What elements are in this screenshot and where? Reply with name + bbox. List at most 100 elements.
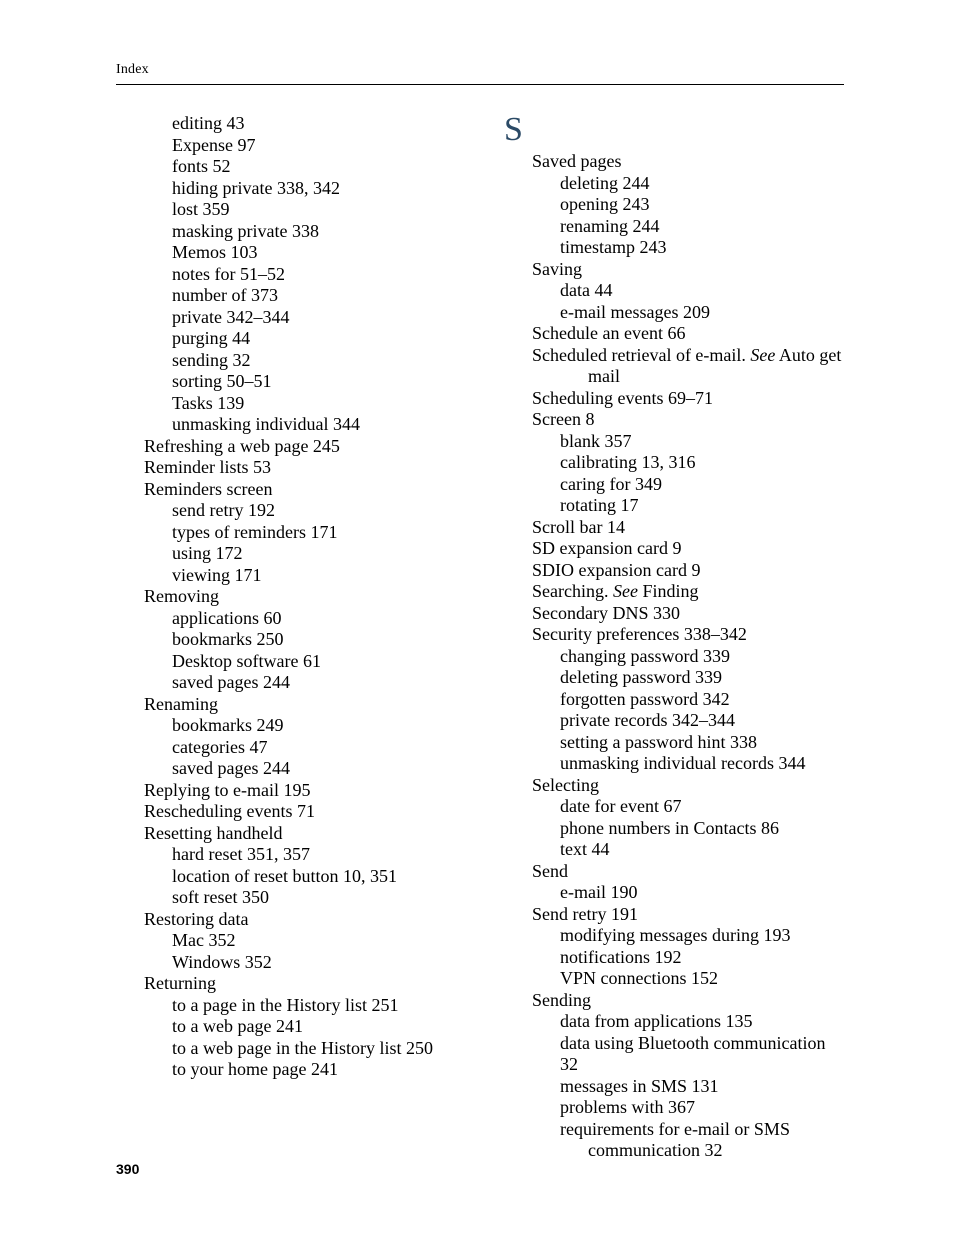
header-rule bbox=[116, 84, 844, 85]
index-entry: masking private 338 bbox=[116, 221, 456, 243]
index-entry: categories 47 bbox=[116, 737, 456, 759]
index-entry: calibrating 13, 316 bbox=[504, 452, 844, 474]
index-entry: purging 44 bbox=[116, 328, 456, 350]
index-entry: Reminders screen bbox=[116, 479, 456, 501]
index-column-left: editing 43Expense 97fonts 52hiding priva… bbox=[116, 113, 456, 1162]
index-entry: deleting password 339 bbox=[504, 667, 844, 689]
index-entry: Mac 352 bbox=[116, 930, 456, 952]
index-entry: Send bbox=[504, 861, 844, 883]
index-entry: applications 60 bbox=[116, 608, 456, 630]
index-entry: changing password 339 bbox=[504, 646, 844, 668]
index-entry: text 44 bbox=[504, 839, 844, 861]
index-entry: hiding private 338, 342 bbox=[116, 178, 456, 200]
index-entry: lost 359 bbox=[116, 199, 456, 221]
index-entry: unmasking individual 344 bbox=[116, 414, 456, 436]
index-entry: Windows 352 bbox=[116, 952, 456, 974]
index-column-right: S Saved pagesdeleting 244opening 243rena… bbox=[504, 113, 844, 1162]
section-letter-s: S bbox=[504, 113, 844, 147]
index-entry: Selecting bbox=[504, 775, 844, 797]
index-entry: VPN connections 152 bbox=[504, 968, 844, 990]
index-entry: Saved pages bbox=[504, 151, 844, 173]
index-entry: private records 342–344 bbox=[504, 710, 844, 732]
index-entry: editing 43 bbox=[116, 113, 456, 135]
index-entry: Scheduling events 69–71 bbox=[504, 388, 844, 410]
index-entry: hard reset 351, 357 bbox=[116, 844, 456, 866]
index-entry: Secondary DNS 330 bbox=[504, 603, 844, 625]
index-entry: opening 243 bbox=[504, 194, 844, 216]
index-entry: number of 373 bbox=[116, 285, 456, 307]
index-entry-run: See bbox=[613, 581, 638, 601]
index-entry: location of reset button 10, 351 bbox=[116, 866, 456, 888]
index-entry-run: See bbox=[750, 345, 775, 365]
index-entry: problems with 367 bbox=[504, 1097, 844, 1119]
index-entry: Scroll bar 14 bbox=[504, 517, 844, 539]
index-entry: using 172 bbox=[116, 543, 456, 565]
index-entry: Security preferences 338–342 bbox=[504, 624, 844, 646]
page-number: 390 bbox=[116, 1161, 139, 1177]
index-entry: Reminder lists 53 bbox=[116, 457, 456, 479]
index-columns: editing 43Expense 97fonts 52hiding priva… bbox=[116, 113, 844, 1162]
index-entry: deleting 244 bbox=[504, 173, 844, 195]
index-entry: soft reset 350 bbox=[116, 887, 456, 909]
index-entry: notes for 51–52 bbox=[116, 264, 456, 286]
index-entry: communication 32 bbox=[504, 1140, 844, 1162]
index-entry: Expense 97 bbox=[116, 135, 456, 157]
index-entry: Saving bbox=[504, 259, 844, 281]
index-entry: saved pages 244 bbox=[116, 758, 456, 780]
index-entry: Returning bbox=[116, 973, 456, 995]
index-entry: Scheduled retrieval of e-mail. See Auto … bbox=[504, 345, 844, 367]
index-entry: sorting 50–51 bbox=[116, 371, 456, 393]
index-entry: data 44 bbox=[504, 280, 844, 302]
index-entry: unmasking individual records 344 bbox=[504, 753, 844, 775]
index-entry: Send retry 191 bbox=[504, 904, 844, 926]
index-entry: to a web page in the History list 250 bbox=[116, 1038, 456, 1060]
index-entry: Removing bbox=[116, 586, 456, 608]
index-entry: notifications 192 bbox=[504, 947, 844, 969]
index-entry-run: Searching. bbox=[532, 581, 613, 601]
index-entry: Sending bbox=[504, 990, 844, 1012]
index-entry: viewing 171 bbox=[116, 565, 456, 587]
index-entry: fonts 52 bbox=[116, 156, 456, 178]
index-entry: blank 357 bbox=[504, 431, 844, 453]
index-entry: caring for 349 bbox=[504, 474, 844, 496]
index-entry: Rescheduling events 71 bbox=[116, 801, 456, 823]
index-entry: Replying to e-mail 195 bbox=[116, 780, 456, 802]
index-entry: sending 32 bbox=[116, 350, 456, 372]
index-entry: setting a password hint 338 bbox=[504, 732, 844, 754]
index-entry: to a page in the History list 251 bbox=[116, 995, 456, 1017]
index-entry: Searching. See Finding bbox=[504, 581, 844, 603]
index-entry: private 342–344 bbox=[116, 307, 456, 329]
index-entry: messages in SMS 131 bbox=[504, 1076, 844, 1098]
index-entry: bookmarks 250 bbox=[116, 629, 456, 651]
index-entry: modifying messages during 193 bbox=[504, 925, 844, 947]
index-entry: renaming 244 bbox=[504, 216, 844, 238]
index-entry: Schedule an event 66 bbox=[504, 323, 844, 345]
index-entry: phone numbers in Contacts 86 bbox=[504, 818, 844, 840]
index-entry: rotating 17 bbox=[504, 495, 844, 517]
index-entry: data from applications 135 bbox=[504, 1011, 844, 1033]
index-entry: Memos 103 bbox=[116, 242, 456, 264]
index-entry: Renaming bbox=[116, 694, 456, 716]
index-entry: saved pages 244 bbox=[116, 672, 456, 694]
index-entry: send retry 192 bbox=[116, 500, 456, 522]
index-entry: bookmarks 249 bbox=[116, 715, 456, 737]
index-entry: e-mail messages 209 bbox=[504, 302, 844, 324]
index-entry-run: Auto get bbox=[775, 345, 841, 365]
index-entry: timestamp 243 bbox=[504, 237, 844, 259]
index-entry: requirements for e-mail or SMS bbox=[504, 1119, 844, 1141]
index-entry: Screen 8 bbox=[504, 409, 844, 431]
index-entry-run: Scheduled retrieval of e-mail. bbox=[532, 345, 750, 365]
index-entry: Resetting handheld bbox=[116, 823, 456, 845]
index-entry: to your home page 241 bbox=[116, 1059, 456, 1081]
index-entry: SDIO expansion card 9 bbox=[504, 560, 844, 582]
index-entry: types of reminders 171 bbox=[116, 522, 456, 544]
index-entry: Desktop software 61 bbox=[116, 651, 456, 673]
index-entry: to a web page 241 bbox=[116, 1016, 456, 1038]
index-entry: mail bbox=[504, 366, 844, 388]
index-entry: Tasks 139 bbox=[116, 393, 456, 415]
index-entry-run: Finding bbox=[638, 581, 699, 601]
index-entry: e-mail 190 bbox=[504, 882, 844, 904]
index-entry: Refreshing a web page 245 bbox=[116, 436, 456, 458]
index-entry: Restoring data bbox=[116, 909, 456, 931]
index-entry: forgotten password 342 bbox=[504, 689, 844, 711]
